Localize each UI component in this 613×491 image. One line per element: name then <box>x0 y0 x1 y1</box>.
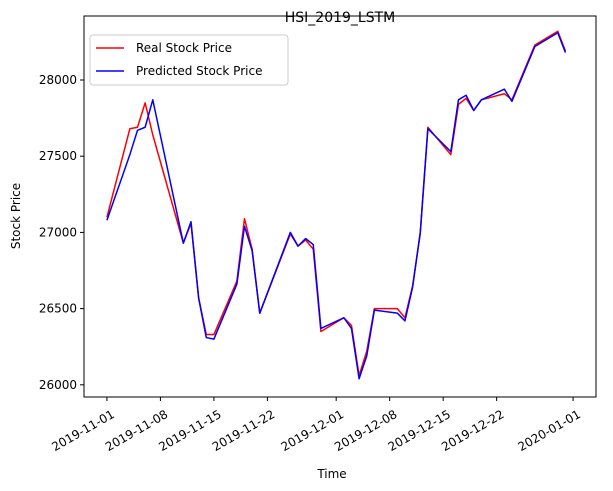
y-tick-label: 26000 <box>39 378 77 392</box>
legend-label-real: Real Stock Price <box>136 41 232 55</box>
y-tick-label: 27500 <box>39 149 77 163</box>
plot-frame <box>83 15 597 398</box>
y-axis-label: Stock Price <box>9 183 23 249</box>
y-tick-label: 28000 <box>39 73 77 87</box>
y-axis: 26000 26500 27000 27500 28000 <box>39 73 84 392</box>
x-tick-label: 2020-01-01 <box>516 407 583 454</box>
y-tick-label: 27000 <box>39 225 77 239</box>
legend-box <box>89 34 289 86</box>
series-lines <box>106 30 567 380</box>
y-tick-label: 26500 <box>39 302 77 316</box>
series-line-predicted <box>106 32 567 380</box>
legend: Real Stock Price Predicted Stock Price <box>89 34 289 86</box>
x-axis-label: Time <box>316 467 346 481</box>
legend-label-predicted: Predicted Stock Price <box>136 64 262 78</box>
x-axis: 2019-11-012019-11-082019-11-152019-11-22… <box>49 397 583 454</box>
chart-title: HSI_2019_LSTM <box>285 10 396 26</box>
